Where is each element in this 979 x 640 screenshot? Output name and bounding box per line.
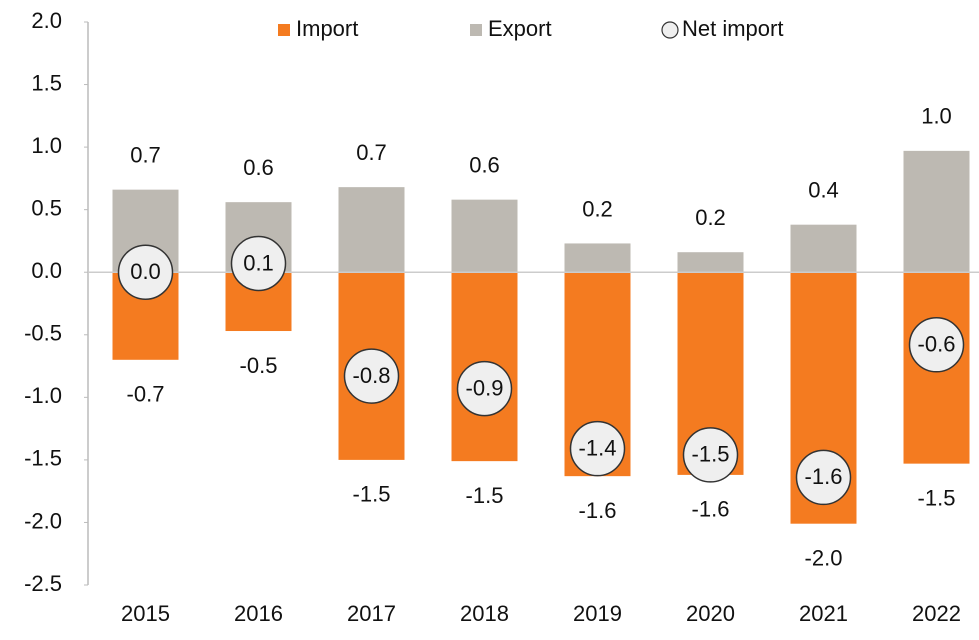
- data-label: -1.5: [466, 483, 504, 508]
- data-label: -1.6: [805, 464, 843, 489]
- data-label: 0.1: [243, 250, 274, 275]
- legend-label: Import: [296, 16, 358, 41]
- data-label: -1.5: [692, 442, 730, 467]
- net-marker: [569, 420, 626, 477]
- bar: [564, 243, 631, 273]
- bar: [338, 187, 405, 273]
- legend-swatch: [661, 21, 679, 39]
- y-tick-label: -1.0: [24, 383, 62, 408]
- bar: [903, 150, 970, 273]
- y-tick-label: -1.5: [24, 446, 62, 471]
- y-tick-label: 0.5: [31, 195, 62, 220]
- data-label: -1.5: [918, 485, 956, 510]
- legend-label: Net import: [682, 16, 783, 41]
- net-marker: [908, 317, 965, 373]
- data-label: -0.8: [353, 363, 391, 388]
- data-label: 0.0: [130, 259, 161, 284]
- x-tick-label: 2020: [686, 601, 735, 626]
- y-tick-label: -2.5: [24, 571, 62, 596]
- data-label: 0.6: [243, 155, 274, 180]
- y-tick-label: 1.5: [31, 70, 62, 95]
- data-label: 0.2: [582, 196, 613, 221]
- data-label: -1.5: [353, 482, 391, 507]
- bar: [677, 252, 744, 273]
- data-label: -2.0: [805, 546, 843, 571]
- x-tick-label: 2016: [234, 601, 283, 626]
- x-tick-label: 2019: [573, 601, 622, 626]
- y-tick-label: -0.5: [24, 321, 62, 346]
- x-tick-label: 2022: [912, 601, 961, 626]
- net-marker: [795, 449, 852, 506]
- data-label: -0.7: [127, 382, 165, 407]
- bar: [790, 224, 857, 273]
- data-label: 0.2: [695, 205, 726, 230]
- data-label: -1.6: [692, 497, 730, 522]
- data-label: 0.4: [808, 177, 839, 202]
- data-label: -0.5: [240, 353, 278, 378]
- data-label: 0.7: [356, 140, 387, 165]
- legend-label: Export: [488, 16, 552, 41]
- x-tick-label: 2018: [460, 601, 509, 626]
- x-tick-label: 2021: [799, 601, 848, 626]
- y-tick-label: 0.0: [31, 258, 62, 283]
- net-marker: [230, 235, 287, 292]
- data-label: 1.0: [921, 104, 952, 129]
- net-marker: [343, 348, 400, 404]
- data-label: -1.6: [579, 498, 617, 523]
- x-tick-label: 2015: [121, 601, 170, 626]
- data-label: 0.7: [130, 142, 161, 167]
- y-tick-label: 1.0: [31, 133, 62, 158]
- data-label: -1.4: [579, 435, 617, 460]
- net-marker: [682, 427, 739, 483]
- data-label: -0.6: [918, 332, 956, 357]
- x-tick-label: 2017: [347, 601, 396, 626]
- net-marker: [456, 360, 513, 417]
- legend-swatch: [470, 24, 482, 36]
- y-tick-label: 2.0: [31, 8, 62, 33]
- net-marker: [117, 244, 174, 300]
- data-label: -0.9: [466, 375, 504, 400]
- legend-swatch: [278, 24, 290, 36]
- data-label: 0.6: [469, 152, 500, 177]
- bar: [451, 199, 518, 273]
- y-tick-label: -2.0: [24, 508, 62, 533]
